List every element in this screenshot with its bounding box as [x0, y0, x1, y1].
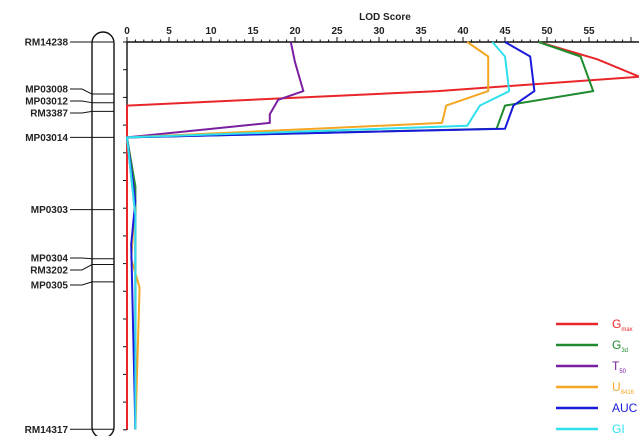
marker-label: RM14317 — [25, 425, 69, 436]
x-tick-label: 15 — [247, 26, 259, 37]
series-line-auc — [126, 41, 536, 430]
marker-leader — [70, 264, 93, 271]
series-line-g_3d — [126, 41, 595, 430]
marker-label: MP0305 — [31, 281, 69, 292]
x-tick-label: 25 — [331, 26, 343, 37]
marker-label: RM3387 — [30, 109, 68, 120]
legend-label: Gmax — [612, 317, 633, 333]
x-tick-label: 20 — [289, 26, 301, 37]
marker-label: MP03008 — [25, 85, 68, 96]
legend-label: U8416 — [612, 380, 635, 396]
x-axis-title: LOD Score — [359, 12, 411, 23]
marker-leader — [70, 100, 93, 104]
series-line-t_50 — [126, 41, 305, 430]
x-tick-label: 40 — [457, 26, 469, 37]
x-tick-label: 45 — [499, 26, 511, 37]
marker-label: MP0304 — [31, 254, 69, 265]
legend-label: GI — [612, 422, 625, 436]
legend: Gmax G3d T50 U8416 AUC GI — [556, 317, 638, 436]
x-tick-label: 30 — [373, 26, 385, 37]
marker-leader — [70, 257, 93, 260]
marker-leader — [70, 88, 93, 95]
legend-label: T50 — [612, 359, 627, 375]
marker-label: MP03014 — [25, 133, 68, 144]
marker-leader — [70, 110, 93, 114]
legend-label: AUC — [612, 401, 638, 415]
chromosome-bar — [91, 31, 115, 436]
x-tick-label: 5 — [166, 26, 172, 37]
chromosome-outline — [91, 31, 115, 436]
x-tick-label: 35 — [415, 26, 427, 37]
x-tick-label: 10 — [205, 26, 217, 37]
marker-label: MP0303 — [31, 205, 69, 216]
marker-label: RM14238 — [25, 38, 69, 49]
x-tick-label: 50 — [541, 26, 553, 37]
series-line-u_8416 — [126, 41, 490, 430]
marker-leader — [70, 281, 93, 286]
marker-label: RM3202 — [30, 266, 68, 277]
x-tick-label: 55 — [583, 26, 595, 37]
legend-label: G3d — [612, 338, 628, 354]
series-line-gi — [126, 41, 511, 430]
series-line-g_max — [126, 41, 639, 430]
marker-label: MP03012 — [25, 97, 68, 108]
series-layer — [126, 41, 639, 430]
x-axis: 0 5 10 15 20 25 30 35 40 45 50 55 — [124, 26, 639, 43]
x-tick-label: 0 — [124, 26, 130, 37]
